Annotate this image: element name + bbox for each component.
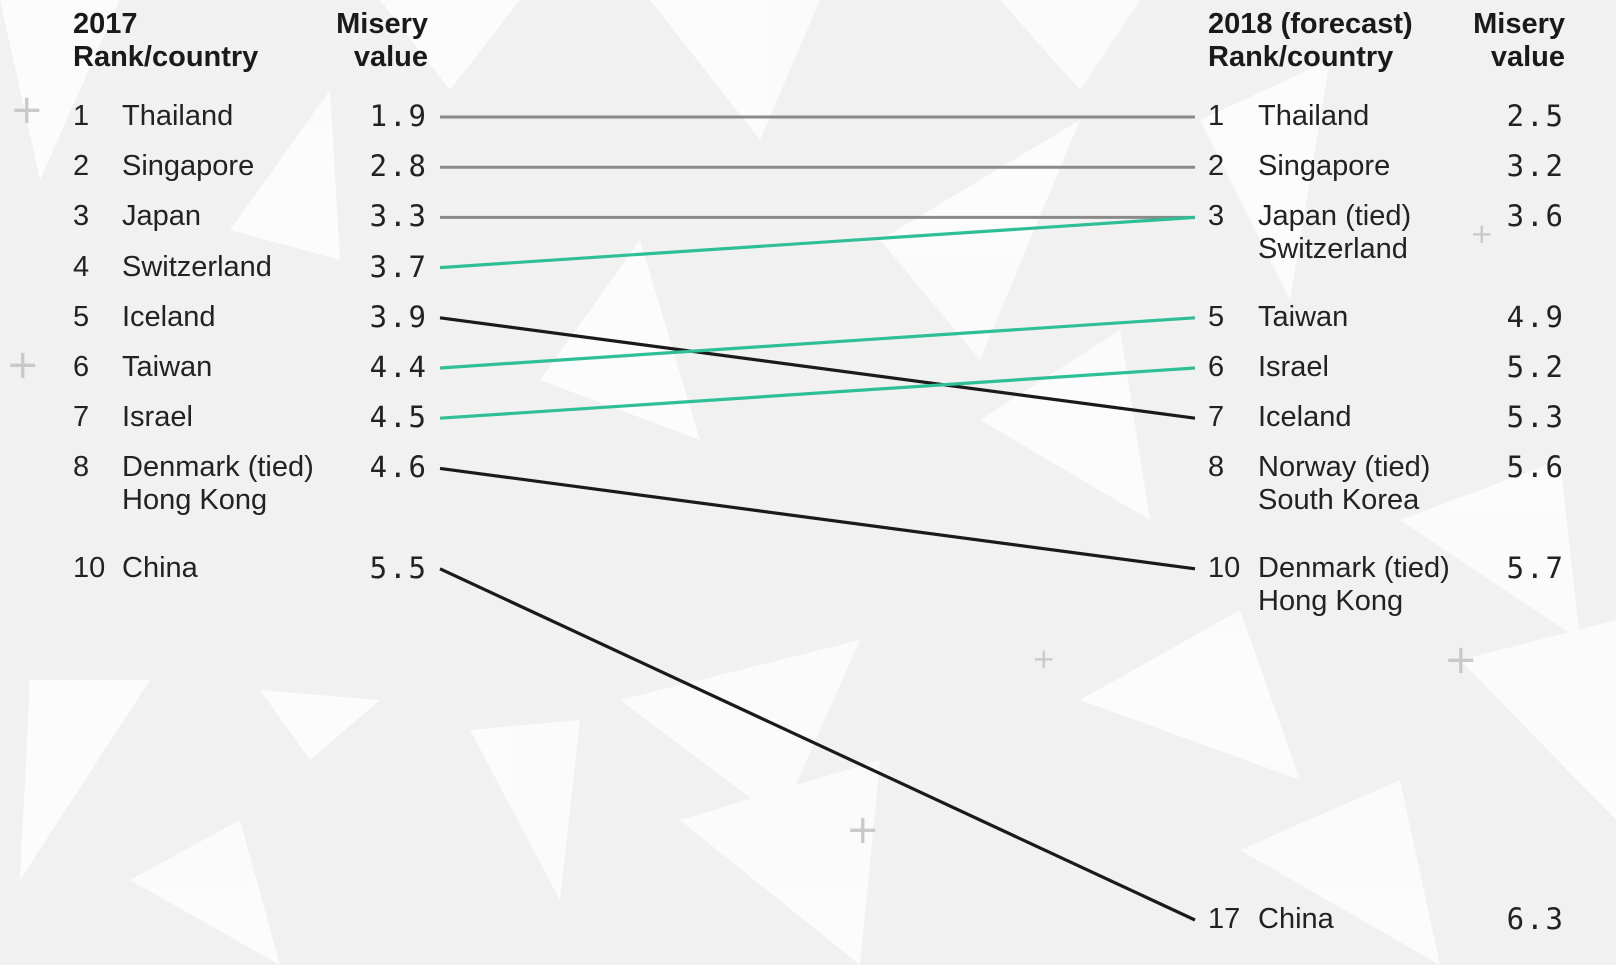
plus-icon: + bbox=[1032, 642, 1056, 675]
left-row-rank: 6 bbox=[73, 351, 90, 383]
right-row-value: 5.3 bbox=[1506, 400, 1565, 435]
slope-line-worsened bbox=[439, 466, 1196, 571]
left-row-value: 2.8 bbox=[369, 149, 428, 184]
left-row-country: Taiwan bbox=[122, 351, 213, 383]
left-row-value: 4.4 bbox=[369, 350, 428, 384]
right-row-rank: 17 bbox=[1208, 903, 1241, 935]
left-row-rank: 10 bbox=[73, 551, 106, 584]
right-row-country: Israel bbox=[1258, 351, 1329, 383]
left-row-country: Iceland bbox=[122, 300, 216, 333]
plus-icon: + bbox=[10, 87, 44, 133]
right-row-rank: 7 bbox=[1208, 401, 1225, 434]
plus-icon: + bbox=[1444, 637, 1478, 683]
left-row-value: 3.3 bbox=[369, 199, 428, 234]
left-row-rank: 3 bbox=[73, 200, 90, 233]
right-rank-header: 2018 (forecast) Rank/country bbox=[1208, 8, 1413, 73]
left-row-value: 3.7 bbox=[369, 249, 428, 284]
right-row-value: 5.6 bbox=[1506, 450, 1565, 485]
left-row-country: Thailand bbox=[122, 100, 234, 132]
right-row-rank: 8 bbox=[1208, 451, 1225, 484]
left-row-rank: 4 bbox=[73, 250, 90, 283]
left-row-country: Singapore bbox=[122, 150, 255, 183]
left-row-value: 3.9 bbox=[369, 299, 428, 334]
left-row-rank: 2 bbox=[73, 150, 90, 183]
left-row-rank: 5 bbox=[73, 300, 90, 333]
right-row-value: 3.2 bbox=[1506, 149, 1565, 184]
slope-line-worsened bbox=[439, 316, 1196, 420]
right-row-country: Norway (tied) South Korea bbox=[1258, 451, 1431, 517]
right-row-rank: 2 bbox=[1208, 150, 1225, 183]
right-row-country: Taiwan bbox=[1258, 300, 1349, 333]
right-row-country: Japan (tied) Switzerland bbox=[1258, 200, 1412, 266]
left-row-value: 5.5 bbox=[369, 550, 428, 585]
right-row-value: 5.7 bbox=[1506, 550, 1565, 585]
slope-line-improved bbox=[439, 215, 1196, 270]
plus-icon: + bbox=[846, 807, 880, 853]
slope-line-improved bbox=[439, 366, 1196, 420]
right-row-value: 6.3 bbox=[1506, 902, 1565, 936]
left-row-rank: 8 bbox=[73, 451, 90, 484]
right-row-rank: 10 bbox=[1208, 551, 1241, 584]
right-row-rank: 5 bbox=[1208, 300, 1225, 333]
left-row-country: Switzerland bbox=[122, 250, 272, 283]
left-row-country: Japan bbox=[122, 200, 202, 233]
left-row-country: Israel bbox=[122, 401, 193, 434]
right-row-value: 3.6 bbox=[1506, 199, 1565, 234]
right-row-country: Denmark (tied) Hong Kong bbox=[1258, 551, 1450, 617]
plus-icon: + bbox=[1470, 217, 1494, 250]
slope-line-improved bbox=[439, 316, 1196, 370]
left-row-country: China bbox=[122, 551, 198, 584]
left-row-rank: 1 bbox=[73, 100, 90, 132]
slope-line-worsened bbox=[439, 567, 1196, 922]
right-row-value: 5.2 bbox=[1506, 350, 1565, 384]
right-row-country: Thailand bbox=[1258, 100, 1370, 132]
left-row-rank: 7 bbox=[73, 401, 90, 434]
left-rank-header: 2017 Rank/country bbox=[73, 8, 259, 73]
right-row-value: 4.9 bbox=[1506, 299, 1565, 334]
left-row-value: 4.5 bbox=[369, 400, 428, 435]
left-row-value: 4.6 bbox=[369, 450, 428, 485]
right-row-rank: 1 bbox=[1208, 100, 1225, 132]
right-row-country: Iceland bbox=[1258, 401, 1352, 434]
right-value-header: Misery value bbox=[1473, 8, 1565, 73]
right-row-rank: 6 bbox=[1208, 351, 1225, 383]
right-row-value: 2.5 bbox=[1506, 99, 1565, 133]
left-row-country: Denmark (tied) Hong Kong bbox=[122, 451, 314, 517]
right-row-country: Singapore bbox=[1258, 150, 1391, 183]
plus-icon: + bbox=[6, 342, 40, 388]
left-row-value: 1.9 bbox=[369, 99, 428, 133]
right-row-country: China bbox=[1258, 903, 1334, 935]
right-row-rank: 3 bbox=[1208, 200, 1225, 233]
left-value-header: Misery value bbox=[336, 8, 428, 73]
